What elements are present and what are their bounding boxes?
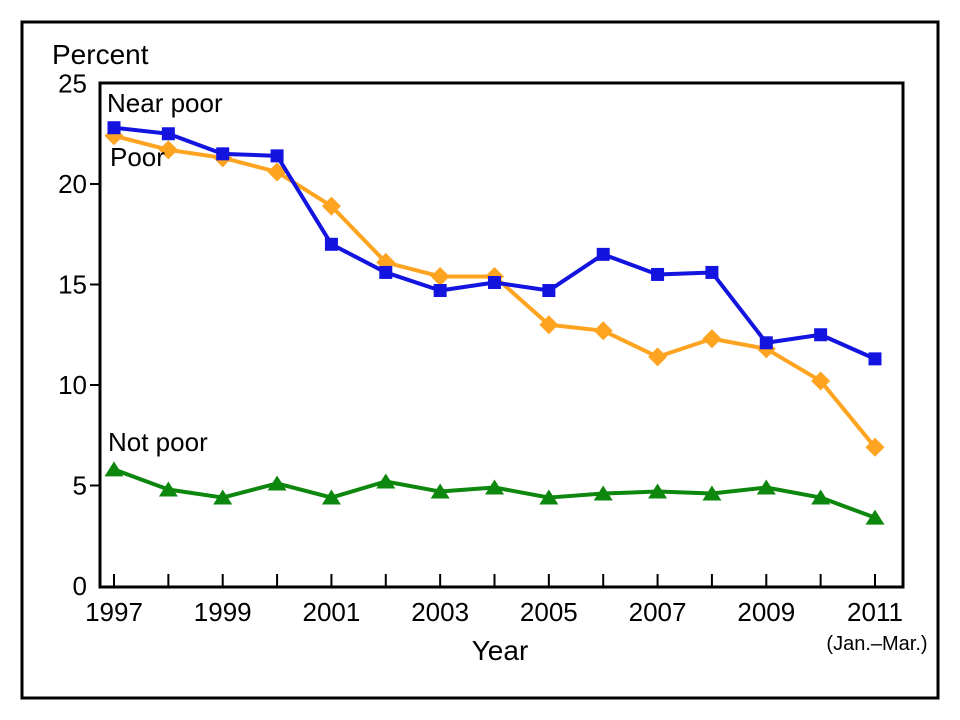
- axes: 0 5 10 15 20 25 1997 1999 2001 2003 2005 2007 2009 20…: [58, 69, 903, 628]
- marker-poor: [648, 347, 668, 367]
- marker-not-poor: [702, 485, 722, 501]
- marker-not-poor: [158, 481, 178, 497]
- marker-not-poor: [267, 475, 287, 491]
- marker-poor: [539, 315, 559, 335]
- marker-not-poor: [865, 509, 885, 525]
- x-tick-label: 2003: [411, 597, 469, 627]
- marker-not-poor: [756, 479, 776, 495]
- series-label-poor: Poor: [110, 142, 165, 172]
- marker-near-poor: [759, 336, 773, 350]
- marker-near-poor: [324, 237, 338, 251]
- marker-near-poor: [705, 265, 719, 279]
- y-axis-title: Percent: [52, 39, 149, 70]
- y-tick-label: 20: [58, 169, 87, 199]
- y-tick-label: 0: [73, 571, 87, 601]
- marker-near-poor: [542, 284, 556, 298]
- marker-not-poor: [811, 489, 831, 505]
- marker-near-poor: [651, 267, 665, 281]
- y-tick-label: 25: [58, 69, 87, 99]
- marker-poor: [104, 126, 124, 146]
- marker-near-poor: [161, 127, 175, 141]
- x-tick-label: 2009: [737, 597, 795, 627]
- marker-not-poor: [321, 489, 341, 505]
- series-label-not-poor: Not poor: [108, 427, 208, 457]
- marker-near-poor: [868, 352, 882, 366]
- marker-near-poor: [814, 328, 828, 342]
- x-tick-label: 2007: [629, 597, 687, 627]
- x-tick-label: 2005: [520, 597, 578, 627]
- x-period-note: (Jan.–Mar.): [826, 633, 927, 655]
- plot-frame: [98, 81, 905, 589]
- series-group: Not poor Poor Near poor: [104, 88, 885, 525]
- marker-near-poor: [216, 147, 230, 161]
- y-tick-label: 5: [73, 471, 87, 501]
- y-tick-label: 15: [58, 270, 87, 300]
- marker-not-poor: [593, 485, 613, 501]
- x-axis-title: Year: [472, 635, 529, 666]
- marker-near-poor: [379, 265, 393, 279]
- marker-poor: [430, 266, 450, 286]
- x-tick-label: 2001: [303, 597, 361, 627]
- marker-near-poor: [433, 284, 447, 298]
- marker-not-poor: [484, 479, 504, 495]
- marker-not-poor: [430, 483, 450, 499]
- x-tick-label: 1999: [194, 597, 252, 627]
- marker-poor: [321, 196, 341, 216]
- marker-not-poor: [104, 461, 124, 477]
- x-tick-label: 2011: [847, 597, 903, 627]
- marker-not-poor: [539, 489, 559, 505]
- figure-border: [20, 20, 940, 700]
- marker-near-poor: [107, 121, 121, 135]
- marker-near-poor: [596, 247, 610, 261]
- marker-not-poor: [213, 489, 233, 505]
- marker-poor: [593, 321, 613, 341]
- marker-not-poor: [376, 473, 396, 489]
- marker-poor: [865, 437, 885, 457]
- marker-near-poor: [270, 149, 284, 163]
- marker-near-poor: [487, 275, 501, 289]
- series-label-near-poor: Near poor: [107, 88, 223, 118]
- marker-not-poor: [648, 483, 668, 499]
- x-tick-label: 1997: [85, 597, 143, 627]
- marker-poor: [158, 140, 178, 160]
- y-tick-label: 10: [58, 370, 87, 400]
- marker-poor: [702, 329, 722, 349]
- marker-poor: [811, 371, 831, 391]
